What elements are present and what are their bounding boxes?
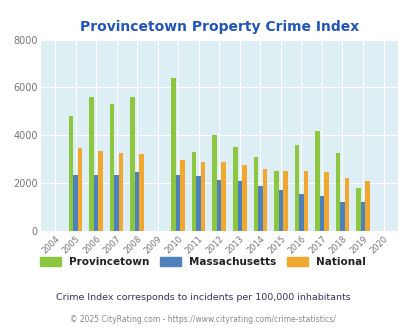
- Bar: [262, 169, 266, 231]
- Bar: [68, 116, 73, 231]
- Bar: [258, 185, 262, 231]
- Bar: [364, 181, 369, 231]
- Bar: [335, 153, 339, 231]
- Bar: [355, 188, 360, 231]
- Bar: [339, 202, 344, 231]
- Bar: [130, 97, 134, 231]
- Bar: [196, 177, 200, 231]
- Bar: [139, 154, 143, 231]
- Bar: [89, 97, 94, 231]
- Bar: [360, 202, 364, 231]
- Bar: [344, 178, 348, 231]
- Bar: [294, 145, 298, 231]
- Bar: [319, 196, 323, 231]
- Bar: [200, 162, 205, 231]
- Text: Crime Index corresponds to incidents per 100,000 inhabitants: Crime Index corresponds to incidents per…: [55, 293, 350, 302]
- Bar: [232, 147, 237, 231]
- Bar: [192, 152, 196, 231]
- Bar: [109, 104, 114, 231]
- Bar: [282, 171, 287, 231]
- Bar: [237, 181, 241, 231]
- Bar: [78, 148, 82, 231]
- Bar: [314, 130, 319, 231]
- Bar: [273, 171, 278, 231]
- Bar: [171, 78, 175, 231]
- Legend: Provincetown, Massachusetts, National: Provincetown, Massachusetts, National: [40, 257, 365, 267]
- Bar: [212, 135, 216, 231]
- Bar: [180, 160, 185, 231]
- Bar: [241, 165, 246, 231]
- Bar: [221, 162, 226, 231]
- Bar: [278, 190, 282, 231]
- Text: © 2025 CityRating.com - https://www.cityrating.com/crime-statistics/: © 2025 CityRating.com - https://www.city…: [70, 315, 335, 324]
- Bar: [303, 171, 307, 231]
- Bar: [253, 157, 258, 231]
- Bar: [134, 172, 139, 231]
- Title: Provincetown Property Crime Index: Provincetown Property Crime Index: [79, 20, 358, 34]
- Bar: [323, 172, 328, 231]
- Bar: [94, 175, 98, 231]
- Bar: [98, 151, 102, 231]
- Bar: [114, 175, 119, 231]
- Bar: [298, 194, 303, 231]
- Bar: [216, 180, 221, 231]
- Bar: [119, 153, 123, 231]
- Bar: [175, 175, 180, 231]
- Bar: [73, 175, 78, 231]
